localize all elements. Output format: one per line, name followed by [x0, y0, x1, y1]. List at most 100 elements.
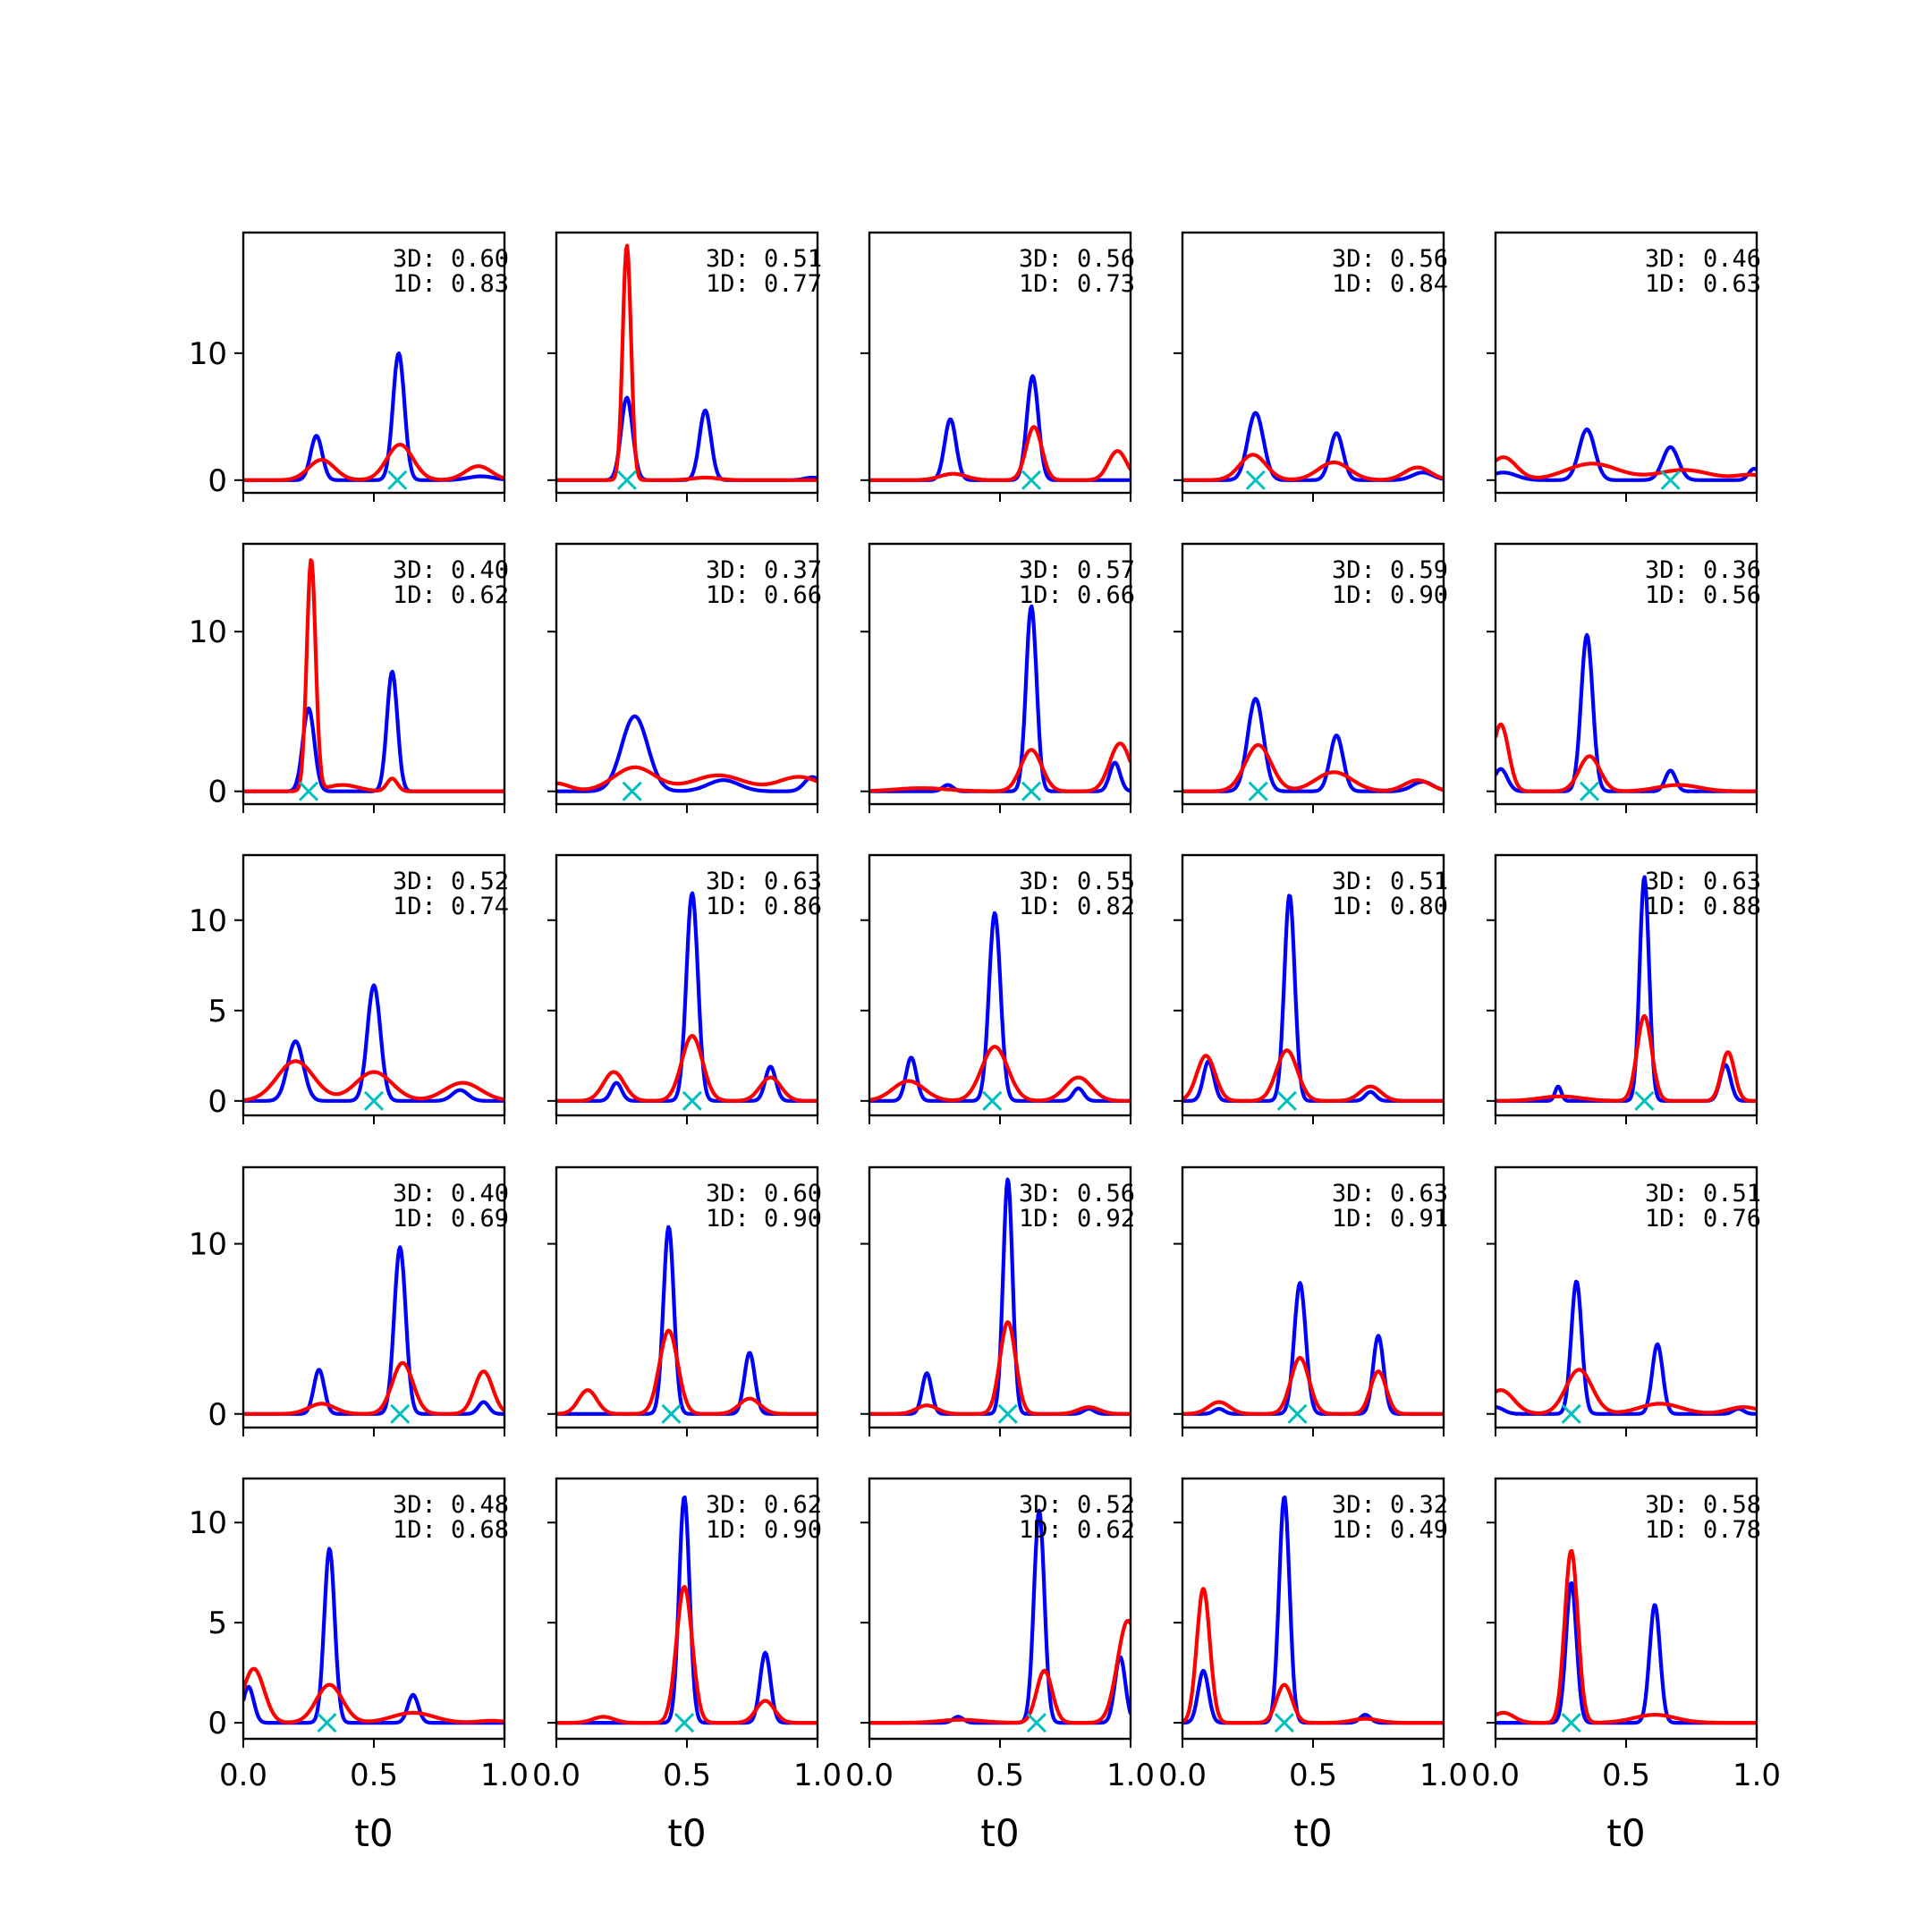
score-3d-label: 3D: 0.40	[393, 556, 509, 584]
x-tick-label: 1.0	[1419, 1758, 1468, 1793]
score-3d-label: 3D: 0.52	[393, 868, 509, 895]
ground-truth-marker	[363, 1090, 385, 1111]
1d-series-line	[1182, 1587, 1444, 1725]
ground-truth-marker	[682, 1090, 702, 1111]
plot-area	[556, 1224, 818, 1424]
score-1d-label: 1D: 0.90	[706, 1516, 822, 1544]
x-axis-label: t0	[980, 1811, 1019, 1855]
1d-series-line	[556, 1328, 818, 1416]
score-3d-label: 3D: 0.46	[1645, 245, 1761, 273]
score-3d-label: 3D: 0.32	[1332, 1491, 1448, 1519]
marker-stroke	[317, 1713, 337, 1733]
plot-area	[1496, 427, 1757, 490]
1d-series-line	[243, 1059, 504, 1103]
marker-stroke	[298, 781, 319, 801]
score-3d-label: 3D: 0.55	[1019, 868, 1135, 895]
x-tick-label: 0.5	[1289, 1758, 1337, 1793]
ground-truth-marker	[674, 1713, 695, 1733]
1d-series-line	[1182, 1355, 1444, 1416]
x-tick-label: 0.5	[1602, 1758, 1650, 1793]
1d-series-line	[556, 243, 818, 482]
score-1d-label: 1D: 0.73	[1019, 270, 1135, 298]
1d-series-line	[1496, 722, 1757, 793]
score-3d-label: 3D: 0.62	[706, 1491, 822, 1519]
score-3d-label: 3D: 0.48	[393, 1491, 509, 1519]
ground-truth-marker	[1021, 781, 1042, 801]
plot-area	[556, 243, 818, 490]
plot-area	[869, 604, 1131, 801]
score-1d-label: 1D: 0.63	[1645, 270, 1761, 298]
x-tick-label: 0.0	[532, 1758, 580, 1793]
marker-stroke	[1561, 1713, 1581, 1733]
score-3d-label: 3D: 0.57	[1019, 556, 1135, 584]
score-1d-label: 1D: 0.91	[1332, 1205, 1448, 1233]
marker-stroke	[387, 470, 408, 490]
marker-stroke	[682, 1090, 702, 1111]
plot-area	[869, 911, 1131, 1111]
1d-series-line	[556, 1585, 818, 1725]
y-tick-label: 0	[208, 775, 227, 810]
plot-area	[1182, 1281, 1444, 1424]
score-1d-label: 1D: 0.83	[393, 270, 509, 298]
y-tick-label: 0	[208, 463, 227, 499]
x-tick-label: 1.0	[793, 1758, 842, 1793]
y-tick-label: 5	[208, 1606, 227, 1641]
marker-stroke	[616, 470, 637, 490]
marker-stroke	[1287, 1403, 1308, 1424]
3d-series-line	[243, 983, 504, 1103]
ground-truth-marker	[661, 1403, 682, 1424]
score-1d-label: 1D: 0.90	[706, 1205, 822, 1233]
y-tick-label: 0	[208, 1084, 227, 1120]
score-1d-label: 1D: 0.49	[1332, 1516, 1448, 1544]
x-tick-label: 0.0	[845, 1758, 894, 1793]
score-3d-label: 3D: 0.36	[1645, 556, 1761, 584]
score-3d-label: 3D: 0.58	[1645, 1491, 1761, 1519]
plot-area	[869, 1508, 1131, 1733]
score-3d-label: 3D: 0.37	[706, 556, 822, 584]
marker-stroke	[622, 781, 642, 801]
x-tick-label: 1.0	[480, 1758, 529, 1793]
plot-area	[1496, 1279, 1757, 1424]
y-tick-label: 10	[189, 336, 227, 372]
score-3d-label: 3D: 0.52	[1019, 1491, 1135, 1519]
marker-stroke	[363, 1090, 385, 1111]
marker-stroke	[1561, 1403, 1581, 1424]
y-tick-label: 0	[208, 1706, 227, 1741]
plot-area	[1496, 632, 1757, 801]
score-3d-label: 3D: 0.40	[393, 1180, 509, 1208]
plot-area	[869, 374, 1131, 490]
ground-truth-marker	[1634, 1090, 1655, 1111]
marker-stroke	[982, 1090, 1003, 1111]
ground-truth-marker	[1245, 470, 1266, 490]
x-axis-label: t0	[1606, 1811, 1645, 1855]
plot-area	[556, 1495, 818, 1733]
score-1d-label: 1D: 0.77	[706, 270, 822, 298]
ground-truth-marker	[1660, 470, 1681, 490]
score-1d-label: 1D: 0.74	[393, 893, 509, 920]
score-3d-label: 3D: 0.51	[1645, 1180, 1761, 1208]
plot-area	[243, 983, 504, 1111]
3d-series-line	[556, 714, 818, 793]
ground-truth-marker	[1561, 1403, 1581, 1424]
1d-series-line	[1182, 742, 1444, 793]
score-1d-label: 1D: 0.66	[1019, 581, 1135, 609]
1d-series-line	[243, 443, 504, 482]
1d-series-line	[1496, 1013, 1757, 1103]
x-tick-label: 1.0	[1733, 1758, 1781, 1793]
score-1d-label: 1D: 0.56	[1645, 581, 1761, 609]
3d-series-line	[869, 911, 1131, 1103]
score-1d-label: 1D: 0.80	[1332, 893, 1448, 920]
1d-series-line	[869, 425, 1131, 482]
